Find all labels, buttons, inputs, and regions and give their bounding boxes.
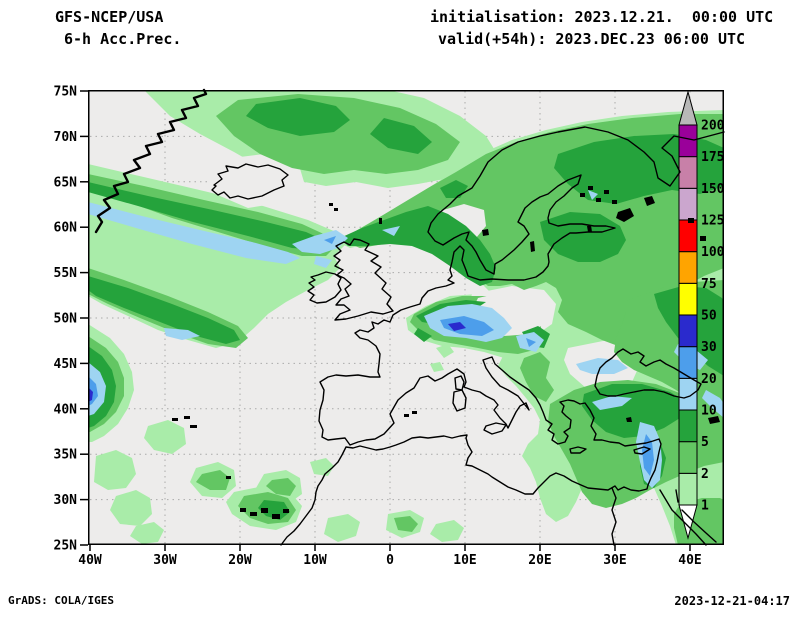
coast-blacksea bbox=[594, 348, 702, 399]
isle-faroe-1 bbox=[329, 203, 333, 206]
colorbar-tick-label: 50 bbox=[701, 308, 717, 323]
colorbar-segment bbox=[678, 219, 698, 253]
lon-label: 40W bbox=[78, 553, 102, 568]
colorbar-tick-label: 125 bbox=[701, 213, 724, 228]
coast-crete bbox=[569, 446, 587, 454]
colorbar-tick-label: 150 bbox=[701, 182, 725, 197]
coast-sardinia bbox=[452, 389, 467, 412]
lake-finnish-5 bbox=[612, 200, 617, 204]
colorbar-tick-label: 5 bbox=[701, 435, 709, 450]
creation-timestamp: 2023-12-21-04:17 bbox=[674, 594, 790, 608]
colorbar-tick-label: 10 bbox=[701, 403, 717, 418]
map-area: 1 2 5 10 20 30 50 75 100 125 150 175 200 bbox=[54, 85, 725, 568]
colorbar-segment bbox=[678, 314, 698, 348]
lon-label: 30W bbox=[153, 553, 177, 568]
lake-finnish-1 bbox=[580, 193, 585, 197]
coast-ireland bbox=[307, 271, 342, 304]
coast-sicily bbox=[483, 422, 507, 435]
colorbar-tick-label: 175 bbox=[701, 150, 724, 165]
isle-gotland bbox=[530, 241, 535, 252]
colorbar-segment bbox=[678, 409, 698, 443]
lakes-islands-layer bbox=[172, 186, 720, 519]
isle-balearic-1 bbox=[404, 414, 409, 417]
isle-azores-2 bbox=[184, 416, 190, 419]
lake-ladoga bbox=[616, 208, 634, 222]
colorbar-segment bbox=[678, 251, 698, 284]
isle-canary-4 bbox=[272, 514, 280, 519]
coast-iceland bbox=[211, 163, 289, 200]
map-frame bbox=[88, 90, 724, 545]
colorbar-segment bbox=[678, 282, 698, 316]
colorbar-tick-label: 20 bbox=[701, 372, 717, 387]
lat-label: 45N bbox=[54, 357, 78, 372]
lake-peipus bbox=[587, 225, 592, 232]
lat-label: 35N bbox=[54, 448, 78, 463]
initialisation-time: initialisation: 2023.12.21. 00:00 UTC bbox=[430, 8, 774, 26]
isle-azores-1 bbox=[172, 418, 178, 421]
colorbar-tick-label: 2 bbox=[701, 467, 709, 482]
lon-label: 30E bbox=[603, 553, 626, 568]
grads-credit: GrADS: COLA/IGES bbox=[8, 594, 114, 607]
colorbar-segment bbox=[678, 346, 698, 379]
lat-label: 75N bbox=[54, 85, 78, 100]
lat-label: 50N bbox=[54, 312, 78, 327]
isle-madeira bbox=[226, 476, 231, 479]
colorbar-segment bbox=[678, 377, 698, 411]
colorbar-segment bbox=[678, 124, 698, 158]
lon-label: 20W bbox=[228, 553, 252, 568]
coast-britain bbox=[333, 238, 394, 321]
lon-label: 20E bbox=[528, 553, 551, 568]
coast-greenland bbox=[94, 88, 208, 234]
colorbar-tick-label: 100 bbox=[701, 245, 725, 260]
colorbar-above-max-arrow bbox=[678, 90, 698, 126]
isle-faroe-2 bbox=[334, 208, 338, 211]
colorbar-segment bbox=[678, 472, 698, 506]
colorbar-tick-label: 30 bbox=[701, 340, 717, 355]
lon-label: 10E bbox=[453, 553, 476, 568]
coast-mainland bbox=[280, 126, 725, 546]
lake-vanern bbox=[482, 229, 489, 236]
lon-label: 40E bbox=[678, 553, 701, 568]
valid-time: valid(+54h): 2023.DEC.23 06:00 UTC bbox=[438, 30, 746, 48]
lake-russia-2 bbox=[700, 236, 706, 241]
isle-canary-5 bbox=[283, 509, 289, 513]
coast-corsica bbox=[454, 375, 465, 391]
lat-label: 70N bbox=[54, 130, 78, 145]
isle-azores-3 bbox=[190, 425, 197, 428]
lat-label: 65N bbox=[54, 175, 78, 190]
isle-shetland bbox=[379, 218, 382, 224]
coastline-layer bbox=[94, 88, 725, 546]
lake-finnish-3 bbox=[596, 198, 601, 202]
isle-balearic-2 bbox=[412, 411, 417, 414]
lon-label: 0 bbox=[386, 553, 394, 568]
product-title: 6-h Acc.Prec. bbox=[64, 30, 182, 48]
lat-label: 55N bbox=[54, 266, 78, 281]
lake-russia-1 bbox=[688, 218, 694, 223]
isle-canary-1 bbox=[240, 508, 246, 512]
lake-tuz bbox=[626, 417, 632, 422]
colorbar-segment bbox=[678, 441, 698, 474]
lake-van bbox=[708, 416, 720, 424]
lat-label: 60N bbox=[54, 221, 78, 236]
coast-cyprus bbox=[633, 446, 651, 455]
lake-onega bbox=[644, 196, 655, 206]
lake-finnish-2 bbox=[588, 186, 593, 190]
lake-finnish-4 bbox=[604, 190, 609, 194]
coast-redsea-nile bbox=[611, 487, 717, 546]
model-title: GFS-NCEP/USA bbox=[55, 8, 164, 26]
isle-canary-2 bbox=[250, 512, 257, 516]
lat-label: 25N bbox=[54, 539, 78, 554]
colorbar-segment bbox=[678, 187, 698, 221]
lon-label: 10W bbox=[303, 553, 327, 568]
isle-canary-3 bbox=[261, 508, 268, 513]
colorbar-tick-label: 1 bbox=[701, 499, 709, 514]
colorbar-tick-label: 200 bbox=[701, 118, 725, 133]
lat-label: 30N bbox=[54, 493, 78, 508]
lat-label: 40N bbox=[54, 402, 78, 417]
colorbar-segment bbox=[678, 156, 698, 189]
colorbar-tick-label: 75 bbox=[701, 277, 717, 292]
